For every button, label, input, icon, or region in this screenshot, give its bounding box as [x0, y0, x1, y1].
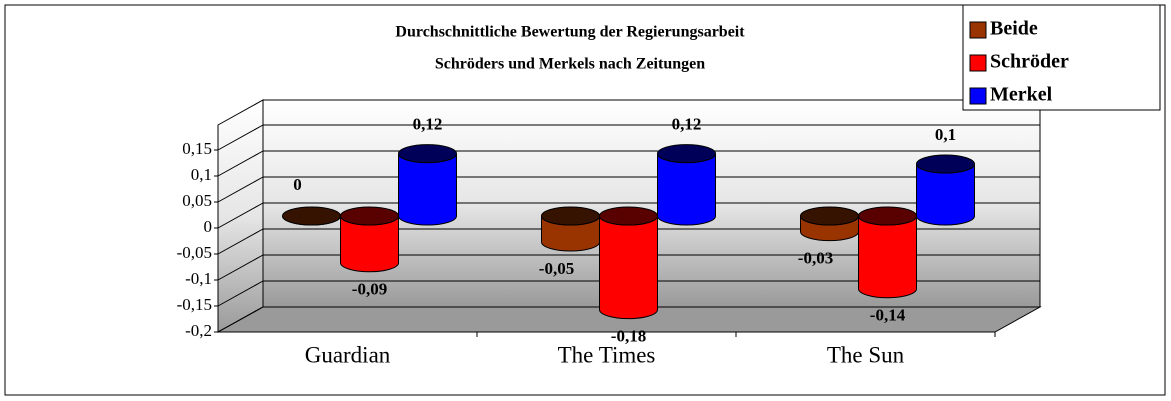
grid-line — [217, 254, 264, 281]
value-label: -0,03 — [798, 249, 833, 268]
legend-label: Merkel — [990, 84, 1053, 106]
y-tick-label: -0,1 — [185, 269, 212, 288]
y-tick-label: 0,1 — [191, 165, 212, 184]
y-tick-label: 0 — [204, 217, 213, 236]
legend — [962, 4, 1161, 111]
bar — [398, 153, 457, 226]
value-label: -0,14 — [870, 306, 906, 325]
grid-line — [217, 124, 264, 151]
bar-cap — [541, 206, 600, 226]
bar-cap — [657, 144, 716, 164]
value-label: 0,12 — [413, 115, 443, 134]
bar — [657, 153, 716, 226]
grid-line — [217, 176, 264, 203]
x-tick-label: Guardian — [305, 342, 391, 367]
grid-line — [217, 202, 264, 229]
y-tick-label: 0,05 — [182, 191, 212, 210]
legend-swatch — [969, 87, 987, 105]
value-label: 0,1 — [935, 125, 956, 144]
grid-line — [217, 306, 264, 333]
legend-swatch — [969, 21, 987, 39]
grid-line — [217, 280, 264, 307]
grid-line — [217, 150, 264, 177]
y-tick-label: 0,15 — [182, 139, 212, 158]
bar — [599, 215, 658, 320]
bar-cap — [858, 206, 917, 226]
bar-cap — [916, 154, 975, 174]
legend-label: Schröder — [990, 51, 1069, 73]
bar-cap — [340, 206, 399, 226]
value-label: -0,09 — [352, 280, 387, 299]
chart-title: Schröders und Merkels nach Zeitungen — [435, 56, 705, 73]
bar-cap — [282, 206, 341, 226]
value-label: 0,12 — [672, 115, 702, 134]
x-tick-label: The Sun — [827, 342, 905, 367]
legend-swatch — [969, 54, 987, 72]
value-label: 0 — [293, 175, 302, 194]
grid-line — [217, 228, 264, 255]
y-tick-label: -0,2 — [185, 321, 212, 340]
legend-label: Beide — [990, 18, 1038, 40]
bar — [858, 215, 917, 299]
bar-cap — [398, 144, 457, 164]
value-label: -0,18 — [611, 327, 646, 346]
chart-title: Durchschnittliche Bewertung der Regierun… — [395, 24, 745, 41]
y-tick-label: -0,05 — [177, 243, 212, 262]
bar-cap — [800, 206, 859, 226]
value-label: -0,05 — [539, 259, 574, 278]
y-tick-label: -0,15 — [177, 295, 212, 314]
x-tick-label: The Times — [558, 342, 656, 367]
bar-cap — [599, 206, 658, 226]
